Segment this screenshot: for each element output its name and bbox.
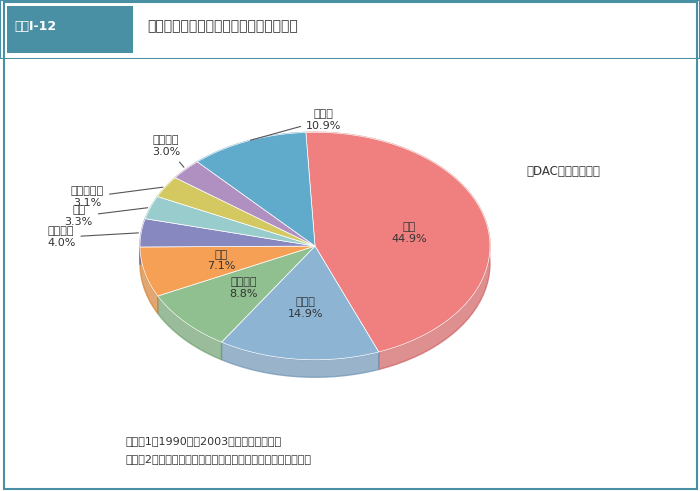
Polygon shape: [140, 246, 315, 296]
Polygon shape: [140, 218, 315, 247]
Polygon shape: [306, 132, 490, 369]
Polygon shape: [175, 162, 197, 195]
Polygon shape: [158, 296, 221, 360]
Polygon shape: [140, 218, 145, 265]
Polygon shape: [306, 132, 490, 352]
Text: 注：（1）1990年〜2003年（暦年）の実績: 注：（1）1990年〜2003年（暦年）の実績: [126, 436, 282, 446]
Polygon shape: [221, 246, 379, 360]
Text: （2）四捨五入の関係上、合計が一致しないことがある。: （2）四捨五入の関係上、合計が一致しないことがある。: [126, 454, 312, 464]
Polygon shape: [221, 342, 379, 377]
Text: イタリア
3.0%: イタリア 3.0%: [152, 136, 184, 167]
Polygon shape: [158, 246, 315, 342]
Polygon shape: [140, 247, 158, 313]
Polygon shape: [197, 133, 306, 179]
Text: 図表Ⅰ-12: 図表Ⅰ-12: [14, 20, 56, 33]
Text: フランス
8.8%: フランス 8.8%: [229, 277, 258, 299]
Text: オランダ
4.0%: オランダ 4.0%: [47, 226, 139, 248]
Polygon shape: [158, 178, 315, 246]
Polygon shape: [145, 196, 158, 236]
FancyBboxPatch shape: [7, 6, 133, 53]
Text: その他
10.9%: その他 10.9%: [251, 109, 342, 140]
Text: 日本
44.9%: 日本 44.9%: [391, 222, 427, 244]
Polygon shape: [145, 196, 315, 246]
Text: 米国
7.1%: 米国 7.1%: [207, 249, 235, 271]
Polygon shape: [197, 133, 315, 246]
FancyBboxPatch shape: [0, 0, 700, 59]
Text: ドイツ
14.9%: ドイツ 14.9%: [288, 298, 323, 319]
Text: 水・衛生分野に対する各ドナー国の貢献: 水・衛生分野に対する各ドナー国の貢献: [147, 20, 298, 33]
Text: 英国
3.3%: 英国 3.3%: [64, 206, 148, 227]
Text: デンマーク
3.1%: デンマーク 3.1%: [71, 186, 163, 208]
Polygon shape: [175, 162, 315, 246]
Polygon shape: [158, 178, 175, 214]
Text: （DAC実績ベース）: （DAC実績ベース）: [526, 164, 601, 178]
